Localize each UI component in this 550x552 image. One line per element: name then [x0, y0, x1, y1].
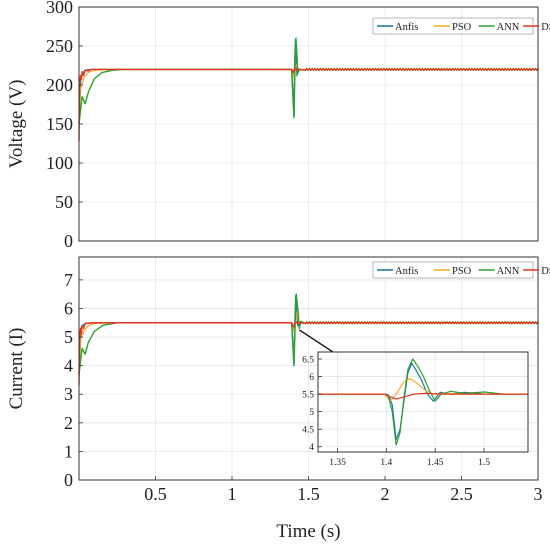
- y-tick-label: 5: [64, 327, 73, 347]
- series-line-ann: [318, 358, 528, 446]
- x-tick-label: 1.45: [427, 458, 444, 468]
- legend-entry: PSO: [452, 266, 472, 277]
- x-tick-label: 1: [228, 484, 237, 504]
- x-tick-label: 2: [381, 484, 390, 504]
- x-tick-label: 1.5: [478, 458, 490, 468]
- y-tick-label: 250: [46, 36, 73, 56]
- y-tick-label: 3: [64, 384, 73, 404]
- y-tick-label: 200: [46, 75, 73, 95]
- y-tick-label: 4: [64, 356, 73, 376]
- y-tick-label: 0: [64, 470, 73, 490]
- y-tick-label: 5: [309, 408, 314, 418]
- y-tick-label: 300: [46, 0, 73, 17]
- y-axis-label: Voltage (V): [6, 80, 27, 169]
- legend-entry: ANN: [497, 22, 520, 33]
- x-tick-label: 1.4: [380, 458, 392, 468]
- y-tick-label: 5.5: [302, 391, 314, 401]
- x-tick-label: 1.35: [329, 458, 346, 468]
- y-tick-label: 1: [64, 441, 73, 461]
- legend-entry: Anfis: [395, 266, 418, 277]
- legend-entry: PSO: [452, 22, 472, 33]
- y-tick-label: 100: [46, 153, 73, 173]
- y-tick-label: 6: [309, 373, 314, 383]
- legend: Anfis PSO ANN DSR*: [372, 17, 550, 35]
- x-tick-label: 0.5: [144, 484, 167, 504]
- inset-zoom-plot-background: [318, 352, 528, 452]
- x-tick-label: 3: [534, 484, 543, 504]
- y-tick-label: 4: [309, 443, 314, 453]
- y-tick-label: 6: [64, 298, 73, 318]
- legend-entry: DSR*: [541, 22, 550, 33]
- y-tick-label: 0: [64, 231, 73, 251]
- inset-zoom-plot-frame: [317, 351, 529, 453]
- series-line-dsr: [78, 67, 539, 142]
- y-tick-label: 50: [55, 192, 73, 212]
- voltage-plot: 0 50 100 150 200 250 300 Voltage (V) Anfis PSO ANN…: [6, 0, 550, 251]
- y-tick-label: 150: [46, 114, 73, 134]
- legend-entry: DSR*: [541, 266, 550, 277]
- legend-entry: ANN: [497, 266, 520, 277]
- x-axis-label: Time (s): [276, 521, 340, 542]
- series-line-dsr: [318, 392, 528, 400]
- series-line-dsr: [78, 320, 539, 386]
- x-tick-label: 2.5: [450, 484, 473, 504]
- y-tick-label: 7: [64, 270, 73, 290]
- legend-entry: Anfis: [395, 22, 418, 33]
- y-axis-label: Current (I): [6, 328, 27, 410]
- inset-zoom-plot: 1.35 1.4 1.45 1.5 4 4.5 5 5.5 6 6.5: [302, 351, 529, 468]
- legend: Anfis PSO ANN DSR*: [372, 261, 550, 279]
- y-tick-label: 6.5: [302, 356, 314, 366]
- y-tick-label: 2: [64, 413, 73, 433]
- y-tick-label: 4.5: [302, 426, 314, 436]
- x-tick-label: 1.5: [297, 484, 320, 504]
